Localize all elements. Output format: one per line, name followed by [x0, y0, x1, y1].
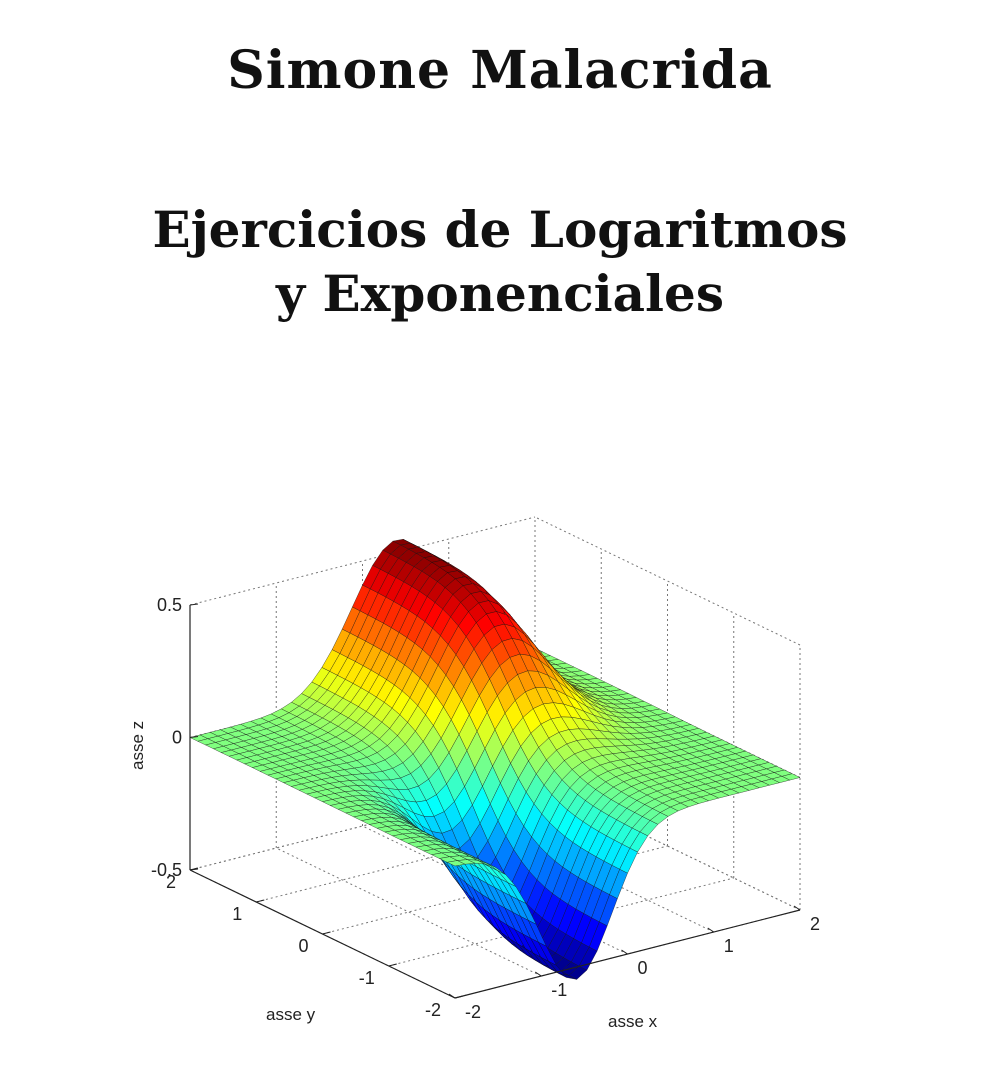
y-tick-mark [388, 963, 397, 967]
title-line-1: Ejercicios de Logaritmos [152, 200, 848, 259]
floor-grid-line [276, 847, 542, 977]
y-tick-mark [322, 931, 331, 935]
back-wall-grid-line [189, 516, 536, 606]
y-tick-label: 2 [166, 872, 176, 892]
surface-mesh [189, 538, 801, 980]
floor-grid-line [362, 825, 628, 955]
x-tick-label: -1 [551, 980, 567, 1000]
y-tick-label: 1 [232, 904, 242, 924]
z-tick-mark [189, 603, 199, 606]
z-tick-mark [189, 736, 199, 738]
title-line-2: y Exponenciales [276, 264, 724, 323]
z-tick-label: -0.5 [151, 860, 182, 880]
x-tick-mark [707, 927, 715, 933]
y-axis-label: asse y [266, 1005, 316, 1024]
x-tick-label: 0 [638, 958, 648, 978]
z-tick-label: 0 [172, 728, 182, 748]
side-wall-grid-line [534, 516, 801, 646]
y-tick-label: -2 [425, 1000, 441, 1020]
surface-patch [781, 773, 801, 781]
author-name: Simone Malacrida [227, 40, 773, 101]
x-tick-label: 1 [724, 936, 734, 956]
x-tick-mark [448, 993, 456, 999]
book-title: Ejercicios de Logaritmos y Exponenciales [0, 198, 1000, 326]
z-tick-label: 0.5 [157, 595, 182, 615]
y-tick-label: -1 [359, 968, 375, 988]
x-tick-mark [534, 971, 542, 977]
axis-ticks: -0.5 0 0.5 -2 -1 0 1 2 -2 -1 0 1 2 [151, 595, 820, 1022]
x-axis-label: asse x [608, 1012, 658, 1031]
y-tick-mark [256, 899, 265, 903]
x-tick-label: 2 [810, 914, 820, 934]
z-axis-label: asse z [128, 721, 147, 770]
x-tick-mark [621, 949, 628, 955]
x-tick-label: -2 [465, 1002, 481, 1022]
y-tick-mark [189, 867, 199, 871]
y-tick-mark [454, 995, 464, 999]
y-tick-label: 0 [298, 936, 308, 956]
floor-grid-line [388, 877, 734, 967]
x-tick-mark [793, 905, 801, 911]
